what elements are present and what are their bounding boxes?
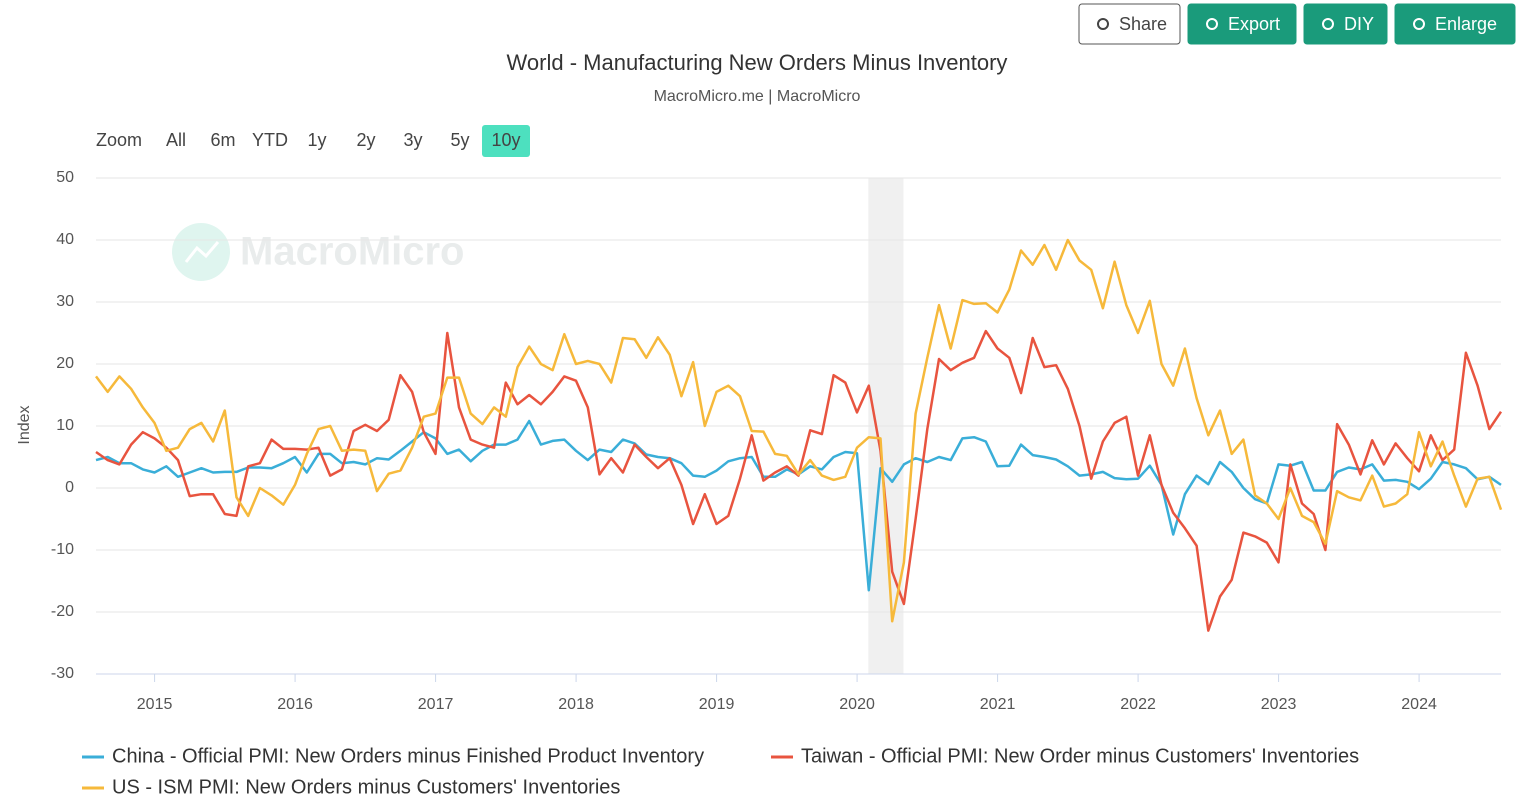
y-tick-label: 50 xyxy=(56,169,74,186)
x-tick-label: 2015 xyxy=(137,696,173,713)
watermark: MacroMicro xyxy=(240,230,465,274)
series-line xyxy=(95,329,1503,632)
button-icon xyxy=(1413,18,1425,30)
button-bg xyxy=(1187,3,1297,45)
legend-label: China - Official PMI: New Orders minus F… xyxy=(112,745,704,767)
button-bg xyxy=(1078,3,1181,45)
toolbar-button[interactable]: Enlarge xyxy=(1394,3,1516,45)
y-tick-label: 0 xyxy=(65,479,74,496)
series-line xyxy=(95,238,1503,623)
range-option[interactable]: 3y xyxy=(403,130,422,150)
range-option[interactable]: YTD xyxy=(252,130,288,150)
range-option[interactable]: 2y xyxy=(356,130,375,150)
range-option[interactable]: 6m xyxy=(210,130,235,150)
x-tick-label: 2021 xyxy=(980,696,1016,713)
range-option[interactable]: 10y xyxy=(491,130,520,150)
button-label: Export xyxy=(1228,14,1280,34)
x-tick-label: 2018 xyxy=(558,696,594,713)
button-label: Enlarge xyxy=(1435,14,1497,34)
button-bg xyxy=(1394,3,1516,45)
button-icon xyxy=(1097,18,1109,30)
toolbar-button[interactable]: DIY xyxy=(1303,3,1388,45)
range-active-bg xyxy=(482,125,530,157)
range-label: Zoom xyxy=(96,130,142,150)
chart-title: World - Manufacturing New Orders Minus I… xyxy=(507,50,1008,75)
x-tick-label: 2024 xyxy=(1401,696,1437,713)
legend-item[interactable]: China - Official PMI: New Orders minus F… xyxy=(82,745,704,767)
y-tick-label: 10 xyxy=(56,417,74,434)
y-tick-label: -10 xyxy=(51,541,74,558)
y-tick-label: 40 xyxy=(56,231,74,248)
series-line xyxy=(95,419,1502,592)
x-tick-label: 2019 xyxy=(699,696,735,713)
button-label: Share xyxy=(1119,14,1167,34)
toolbar-button[interactable]: Share xyxy=(1078,3,1181,45)
y-tick-label: -30 xyxy=(51,665,74,682)
watermark-logo-mark xyxy=(184,241,220,263)
y-tick-label: -20 xyxy=(51,603,74,620)
x-tick-label: 2016 xyxy=(277,696,313,713)
x-tick-label: 2017 xyxy=(418,696,454,713)
x-tick-label: 2020 xyxy=(839,696,875,713)
chart-subtitle: MacroMicro.me | MacroMicro xyxy=(654,88,861,105)
button-label: DIY xyxy=(1344,14,1374,34)
range-option[interactable]: 5y xyxy=(450,130,469,150)
button-icon xyxy=(1206,18,1218,30)
legend-item[interactable]: US - ISM PMI: New Orders minus Customers… xyxy=(82,776,620,798)
y-axis-label: Index xyxy=(16,405,33,444)
button-icon xyxy=(1322,18,1334,30)
x-tick-label: 2023 xyxy=(1261,696,1297,713)
legend-label: Taiwan - Official PMI: New Order minus C… xyxy=(801,745,1359,767)
y-tick-label: 20 xyxy=(56,355,74,372)
range-option[interactable]: All xyxy=(166,130,186,150)
button-bg xyxy=(1303,3,1388,45)
x-tick-label: 2022 xyxy=(1120,696,1156,713)
legend-label: US - ISM PMI: New Orders minus Customers… xyxy=(112,776,620,798)
toolbar-button[interactable]: Export xyxy=(1187,3,1297,45)
y-tick-label: 30 xyxy=(56,293,74,310)
legend-item[interactable]: Taiwan - Official PMI: New Order minus C… xyxy=(771,745,1359,767)
range-option[interactable]: 1y xyxy=(307,130,326,150)
